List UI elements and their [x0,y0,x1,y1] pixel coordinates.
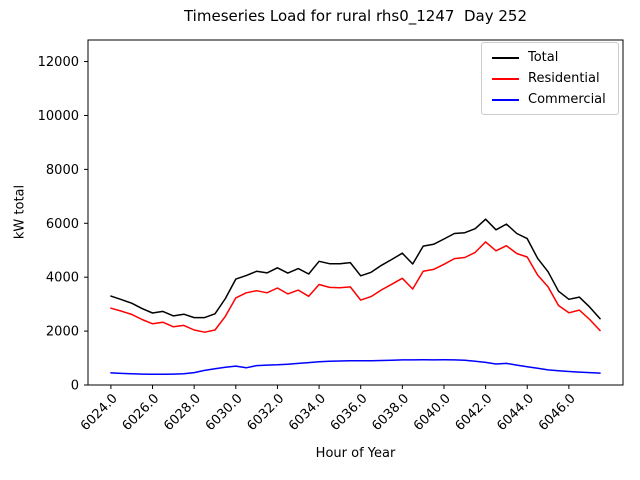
x-tick-label: 6028.0 [161,391,204,434]
x-axis-label: Hour of Year [315,446,396,461]
y-tick-label: 8000 [46,163,79,178]
legend-label: Commercial [528,92,606,107]
legend: Total Residential Commercial [481,42,619,115]
legend-label: Residential [528,71,600,86]
x-tick-label: 6046.0 [536,391,579,434]
legend-item: Total [492,47,618,68]
legend-swatch-commercial [492,98,519,101]
y-tick-label: 6000 [46,217,79,232]
x-tick-label: 6038.0 [369,391,412,434]
x-tick-label: 6036.0 [328,391,371,434]
legend-label: Total [528,50,559,65]
x-tick-label: 6040.0 [411,391,454,434]
x-tick-label: 6024.0 [78,391,121,434]
series-line-total [110,218,601,320]
y-tick-label: 10000 [38,109,79,124]
x-tick-label: 6042.0 [453,391,496,434]
axes-box [87,39,624,386]
y-tick-label: 0 [71,379,79,394]
series-line-commercial [110,359,601,375]
x-tick-label: 6044.0 [494,391,537,434]
series-line-residential [110,241,601,333]
legend-swatch-total [492,56,519,59]
x-tick-label: 6030.0 [203,391,246,434]
y-tick-label: 12000 [38,55,79,70]
x-tick-label: 6032.0 [244,391,287,434]
legend-item: Residential [492,68,618,89]
legend-item: Commercial [492,89,618,110]
chart-title: Timeseries Load for rural rhs0_1247 Day … [183,7,527,25]
y-tick-label: 2000 [46,325,79,340]
legend-swatch-residential [492,77,519,80]
x-tick-label: 6026.0 [120,391,163,434]
y-tick-label: 4000 [46,271,79,286]
x-tick-label: 6034.0 [286,391,329,434]
